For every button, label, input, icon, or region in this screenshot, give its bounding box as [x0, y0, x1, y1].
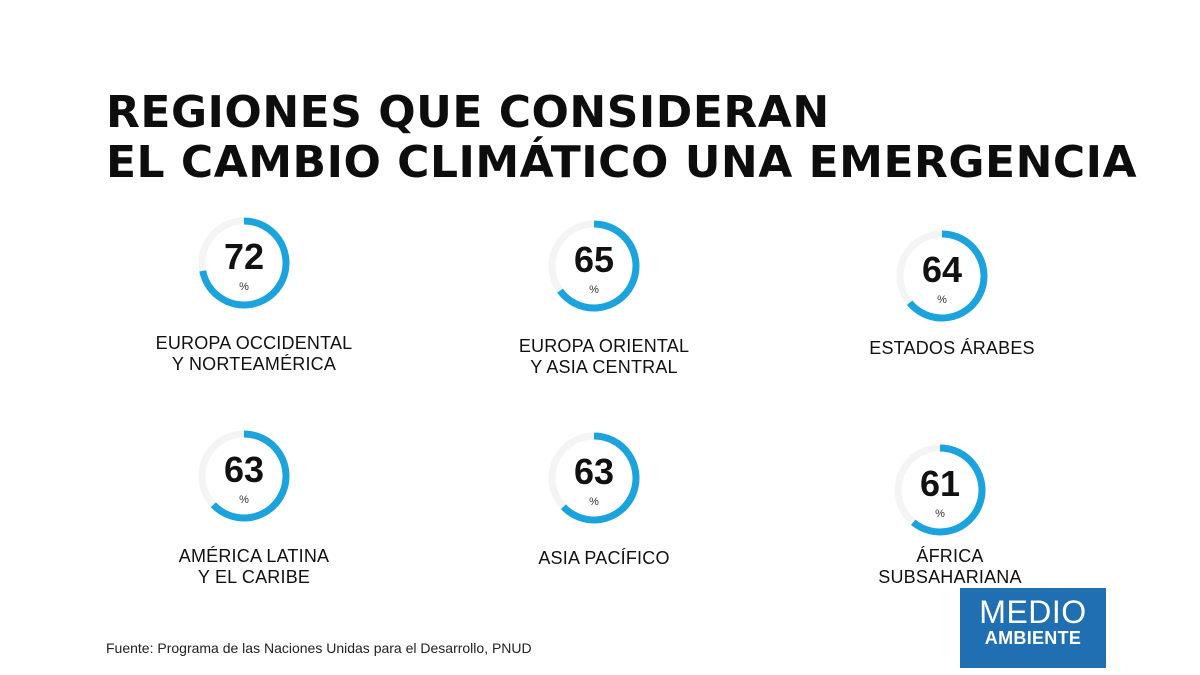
brand-line-2: AMBIENTE [984, 628, 1082, 648]
stat-value-3: 63 [223, 449, 265, 490]
stat-value-0: 72 [223, 236, 265, 277]
chart-title-line-2: EL CAMBIO CLIMÁTICO UNA EMERGENCIA [106, 137, 1138, 188]
stat-label-1: EUROPA ORIENTAL Y ASIA CENTRAL [484, 336, 724, 378]
stat-label-1-line-1: EUROPA ORIENTAL [518, 336, 690, 356]
stat-label-0-line-1: EUROPA OCCIDENTAL [155, 333, 353, 353]
donut-ring-0 [198, 217, 290, 309]
donut-ring-2 [896, 230, 988, 322]
region-stat-1: 65 % EUROPA ORIENTAL Y ASIA CENTRAL [484, 208, 724, 418]
medio-ambiente-logo: MEDIO AMBIENTE [960, 588, 1106, 668]
stat-value-2: 64 [921, 249, 963, 290]
stat-label-0-line-2: Y NORTEAMÉRICA [171, 354, 337, 374]
stat-label-3-line-2: Y EL CARIBE [197, 567, 311, 587]
stat-unit-1: % [589, 284, 599, 296]
ring-arc-0 [199, 217, 290, 309]
stat-label-2-line-1: ESTADOS ÁRABES [869, 338, 1035, 358]
ring-arc-2 [906, 230, 988, 322]
stat-label-3-line-1: AMÉRICA LATINA [178, 546, 330, 566]
stat-label-5-line-1: ÁFRICA [916, 546, 984, 566]
ring-arc-4 [560, 432, 640, 524]
region-stat-3: 63 % AMÉRICA LATINA Y EL CARIBE [134, 418, 374, 628]
stat-label-0: EUROPA OCCIDENTAL Y NORTEAMÉRICA [134, 333, 374, 375]
ring-arc-3 [210, 430, 290, 522]
ring-arc-1 [557, 220, 640, 312]
region-stat-5: 61 % ÁFRICA SUBSAHARIANA [830, 432, 1070, 642]
stat-label-4-line-1: ASIA PACÍFICO [538, 548, 670, 568]
stat-unit-0: % [239, 281, 249, 293]
donut-ring-4 [548, 432, 640, 524]
donut-ring-3 [198, 430, 290, 522]
source-note: Fuente: Programa de las Naciones Unidas … [106, 640, 532, 656]
brand-line-1: MEDIO [979, 594, 1087, 630]
stat-label-1-line-2: Y ASIA CENTRAL [530, 357, 678, 377]
chart-title: REGIONES QUE CONSIDERAN EL CAMBIO CLIMÁT… [106, 88, 1137, 188]
stat-label-5: ÁFRICA SUBSAHARIANA [830, 546, 1070, 588]
stat-label-3: AMÉRICA LATINA Y EL CARIBE [134, 546, 374, 588]
stat-unit-4: % [589, 496, 599, 508]
stat-label-5-line-2: SUBSAHARIANA [878, 567, 1022, 587]
stat-label-2: ESTADOS ÁRABES [832, 338, 1072, 359]
stat-unit-2: % [937, 294, 947, 306]
region-stat-0: 72 % EUROPA OCCIDENTAL Y NORTEAMÉRICA [134, 205, 374, 415]
donut-ring-5 [894, 444, 986, 536]
region-stat-2: 64 % ESTADOS ÁRABES [832, 218, 1072, 428]
stat-value-5: 61 [919, 463, 961, 504]
stat-unit-3: % [239, 494, 249, 506]
ring-arc-5 [911, 444, 986, 536]
stat-label-4: ASIA PACÍFICO [484, 548, 724, 569]
region-stat-4: 63 % ASIA PACÍFICO [484, 420, 724, 630]
chart-title-line-1: REGIONES QUE CONSIDERAN [106, 87, 830, 138]
donut-ring-1 [548, 220, 640, 312]
stat-value-1: 65 [573, 239, 615, 280]
stat-unit-5: % [935, 508, 945, 520]
stat-value-4: 63 [573, 451, 615, 492]
